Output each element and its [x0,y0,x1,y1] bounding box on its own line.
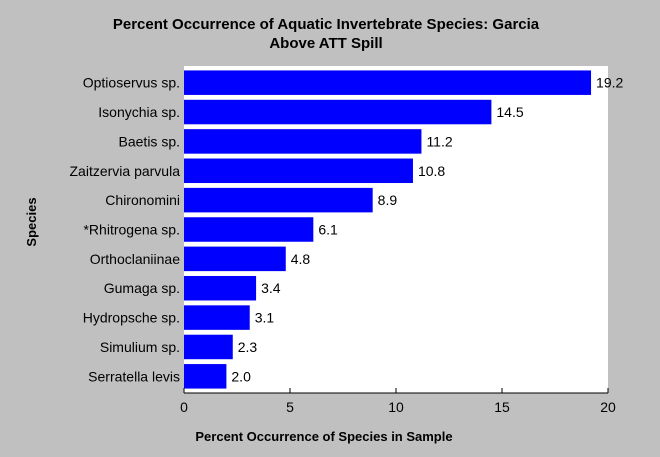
x-tick-label: 15 [494,399,510,415]
value-label: 11.2 [426,133,452,149]
x-tick-label: 10 [388,399,404,415]
category-label: Chironomini [105,192,180,208]
x-tick-label: 0 [180,399,188,415]
value-label: 3.1 [255,310,275,326]
bars-layer: Optioservus sp. 19.2 Isonychia sp. 14.5 Baet… [70,70,624,389]
bar [184,158,413,184]
chart-title-line-1: Percent Occurrence of Aquatic Invertebra… [113,16,540,33]
bar [184,275,257,301]
x-tick-label: 20 [600,399,616,415]
bar [184,334,233,360]
bar [184,217,314,242]
category-label: Orthoclaniinae [90,251,180,267]
value-label: 14.5 [496,104,523,120]
y-axis-label: Species [24,197,39,246]
category-label: Zaitzervia parvula [70,163,181,179]
x-axis-label: Percent Occurrence of Species in Sample [195,429,452,444]
bar [184,187,373,213]
value-label: 19.2 [596,75,623,91]
value-label: 8.9 [378,192,398,208]
category-label: *Rhitrogena sp. [83,222,180,238]
value-label: 10.8 [418,163,445,179]
value-label: 2.3 [238,339,258,355]
category-label: Baetis sp. [119,133,180,149]
bar [184,305,250,330]
category-label: Gumaga sp. [104,280,180,296]
bar [184,70,592,95]
bar [184,364,227,389]
value-label: 3.4 [261,280,281,296]
value-label: 4.8 [291,251,311,267]
bar [184,246,286,272]
bar [184,99,492,125]
category-label: Optioservus sp. [83,75,180,91]
x-tick-label: 5 [286,399,294,415]
value-label: 2.0 [231,368,251,384]
category-label: Serratella levis [88,368,180,384]
x-axis-ticks: 0 5 10 15 20 [180,388,616,415]
category-label: Hydropsche sp. [83,310,180,326]
category-label: Simulium sp. [100,339,180,355]
chart-title-line-2: Above ATT Spill [269,35,382,52]
bar [184,129,422,154]
value-label: 6.1 [318,222,338,238]
category-label: Isonychia sp. [98,104,180,120]
